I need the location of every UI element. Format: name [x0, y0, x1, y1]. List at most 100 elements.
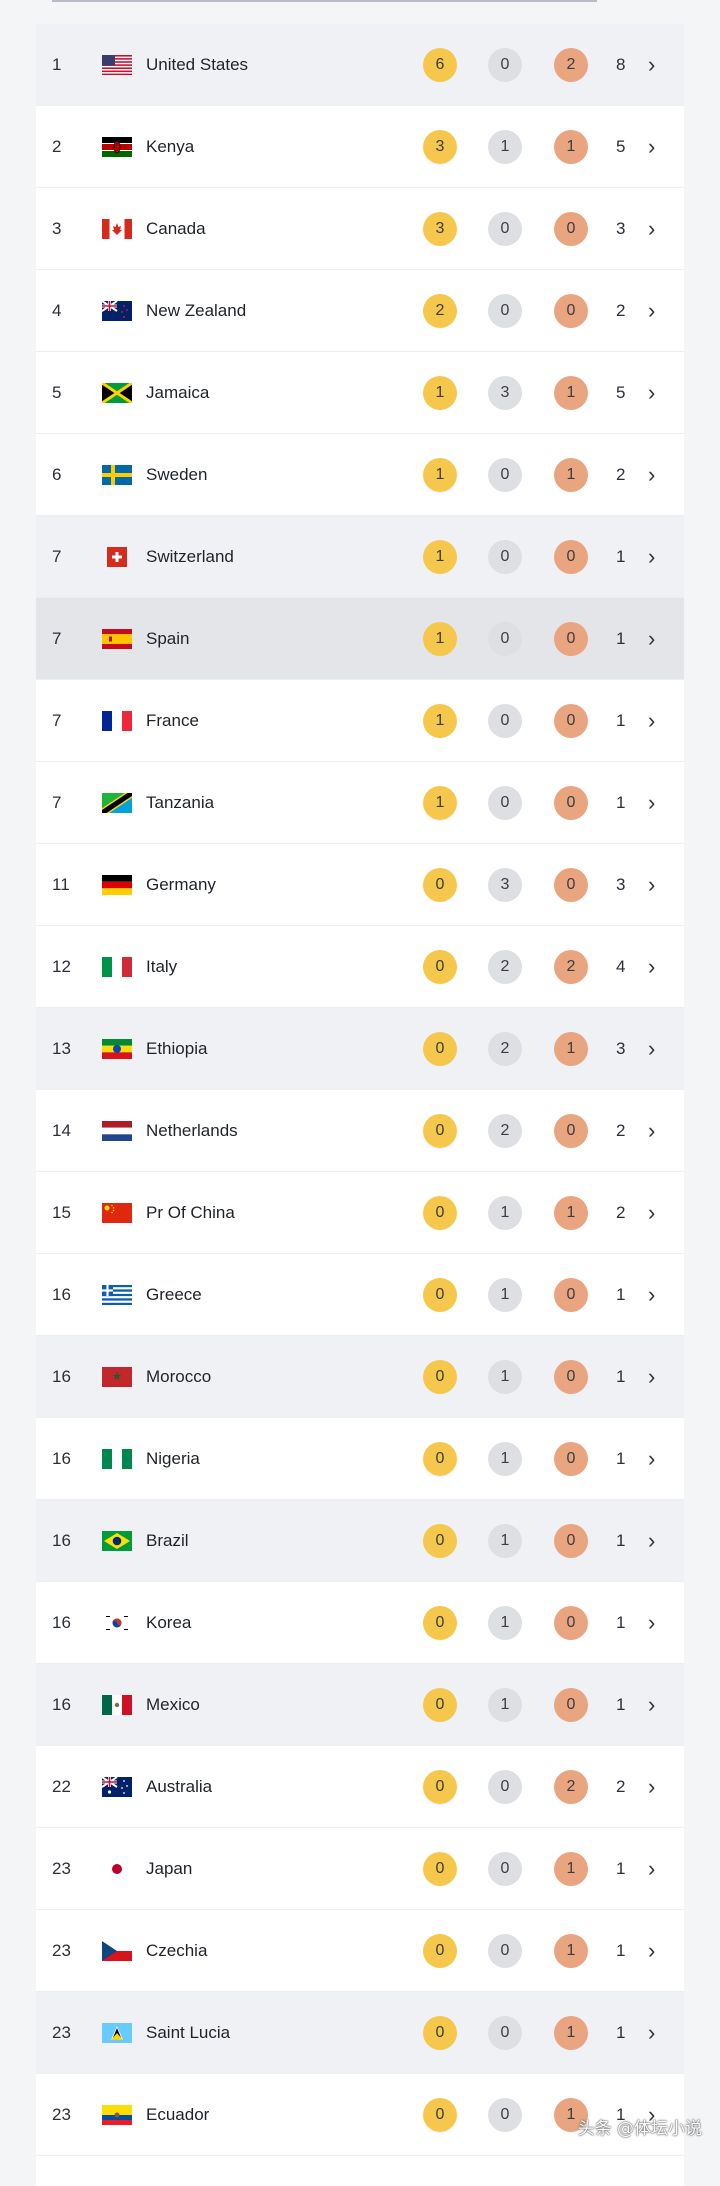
china-flag-icon [102, 1202, 132, 1223]
total-medal-count: 1 [616, 1612, 626, 1632]
country-name: Germany [146, 874, 216, 894]
silver-medal-count: 0 [488, 1933, 522, 1968]
table-row[interactable]: 7 Switzerland 1 0 0 1 › [36, 516, 684, 598]
total-medal-count: 1 [616, 1940, 626, 1960]
chevron-right-icon[interactable]: › [648, 461, 656, 487]
chevron-right-icon[interactable]: › [648, 1691, 656, 1717]
table-row[interactable]: 6 Sweden 1 0 1 2 › [36, 434, 684, 516]
table-row[interactable]: 11 Germany 0 3 0 3 › [36, 844, 684, 926]
table-row[interactable]: 23 Japan 0 0 1 1 › [36, 1828, 684, 1910]
table-row[interactable]: 16 Morocco 0 1 0 1 › [36, 1336, 684, 1418]
chevron-right-icon[interactable]: › [648, 871, 656, 897]
table-row[interactable]: 16 Greece 0 1 0 1 › [36, 1254, 684, 1336]
silver-medal-count: 0 [488, 2015, 522, 2050]
table-row[interactable]: 1 United States 6 0 2 8 › [36, 24, 684, 106]
ethiopia-flag-icon [102, 1038, 132, 1059]
table-row[interactable]: 14 Netherlands 0 2 0 2 › [36, 1090, 684, 1172]
rank-label: 23 [52, 2104, 71, 2124]
table-row[interactable]: 22 Australia 0 0 2 2 › [36, 1746, 684, 1828]
chevron-right-icon[interactable]: › [648, 297, 656, 323]
chevron-right-icon[interactable]: › [648, 1773, 656, 1799]
czechia-flag-icon [102, 1940, 132, 1961]
total-medal-count: 1 [616, 2104, 626, 2124]
spain-flag-icon [102, 628, 132, 649]
table-row[interactable]: 16 Mexico 0 1 0 1 › [36, 1664, 684, 1746]
country-name: Jamaica [146, 382, 210, 402]
gold-medal-count: 0 [423, 1687, 457, 1722]
country-name: Brazil [146, 1530, 189, 1550]
table-row[interactable]: 7 Tanzania 1 0 0 1 › [36, 762, 684, 844]
bronze-medal-count: 0 [554, 1441, 588, 1476]
table-row[interactable]: 23 Czechia 0 0 1 1 › [36, 1910, 684, 1992]
rank-label: 16 [52, 1284, 71, 1304]
chevron-right-icon[interactable]: › [648, 215, 656, 241]
total-medal-count: 1 [616, 1858, 626, 1878]
table-row[interactable]: 16 Brazil 0 1 0 1 › [36, 1500, 684, 1582]
chevron-right-icon[interactable]: › [648, 1609, 656, 1635]
japan-flag-icon [102, 1858, 132, 1879]
table-row[interactable]: 15 Pr Of China 0 1 1 2 › [36, 1172, 684, 1254]
table-row[interactable]: 4 New Zealand 2 0 0 2 › [36, 270, 684, 352]
gold-medal-count: 0 [423, 1113, 457, 1148]
chevron-right-icon[interactable]: › [648, 1527, 656, 1553]
country-name: Tanzania [146, 792, 215, 812]
chevron-right-icon[interactable]: › [648, 1937, 656, 1963]
gold-medal-count: 0 [423, 1195, 457, 1230]
saint-lucia-flag-icon [102, 2022, 132, 2043]
chevron-right-icon[interactable]: › [648, 1281, 656, 1307]
gold-medal-count: 1 [423, 785, 457, 820]
table-row[interactable]: 3 Canada 3 0 0 3 › [36, 188, 684, 270]
table-row[interactable]: 23 Saint Lucia 0 0 1 1 › [36, 1992, 684, 2074]
table-row[interactable]: 23 Ecuador 0 0 1 1 › [36, 2074, 684, 2156]
bronze-medal-count: 1 [554, 1031, 588, 1066]
bronze-medal-count: 1 [554, 375, 588, 410]
table-row[interactable]: 5 Jamaica 1 3 1 5 › [36, 352, 684, 434]
chevron-right-icon[interactable]: › [648, 379, 656, 405]
silver-medal-count: 1 [488, 1277, 522, 1312]
gold-medal-count: 0 [423, 1933, 457, 1968]
silver-medal-count: 0 [488, 1851, 522, 1886]
chevron-right-icon[interactable]: › [648, 1445, 656, 1471]
chevron-right-icon[interactable]: › [648, 1199, 656, 1225]
jamaica-flag-icon [102, 382, 132, 403]
gold-medal-count: 3 [423, 211, 457, 246]
gold-medal-count: 0 [423, 1605, 457, 1640]
table-row-partial [36, 2156, 684, 2186]
table-row[interactable]: 12 Italy 0 2 2 4 › [36, 926, 684, 1008]
bronze-medal-count: 1 [554, 2015, 588, 2050]
chevron-right-icon[interactable]: › [648, 1855, 656, 1881]
total-medal-count: 2 [616, 1202, 626, 1222]
chevron-right-icon[interactable]: › [648, 2101, 656, 2127]
chevron-right-icon[interactable]: › [648, 953, 656, 979]
country-name: Kenya [146, 136, 195, 156]
table-row[interactable]: 13 Ethiopia 0 2 1 3 › [36, 1008, 684, 1090]
silver-medal-count: 2 [488, 1113, 522, 1148]
table-row[interactable]: 7 Spain 1 0 0 1 › [36, 598, 684, 680]
kenya-flag-icon [102, 136, 132, 157]
table-row[interactable]: 16 Korea 0 1 0 1 › [36, 1582, 684, 1664]
silver-medal-count: 0 [488, 621, 522, 656]
gold-medal-count: 0 [423, 867, 457, 902]
chevron-right-icon[interactable]: › [648, 1117, 656, 1143]
rank-label: 23 [52, 2022, 71, 2042]
chevron-right-icon[interactable]: › [648, 2019, 656, 2045]
table-row[interactable]: 16 Nigeria 0 1 0 1 › [36, 1418, 684, 1500]
bronze-medal-count: 0 [554, 1277, 588, 1312]
chevron-right-icon[interactable]: › [648, 625, 656, 651]
rank-label: 7 [52, 710, 62, 730]
chevron-right-icon[interactable]: › [648, 51, 656, 77]
table-row[interactable]: 2 Kenya 3 1 1 5 › [36, 106, 684, 188]
rank-label: 22 [52, 1776, 71, 1796]
chevron-right-icon[interactable]: › [648, 1363, 656, 1389]
chevron-right-icon[interactable]: › [648, 789, 656, 815]
table-row[interactable]: 7 France 1 0 0 1 › [36, 680, 684, 762]
total-medal-count: 5 [616, 136, 626, 156]
chevron-right-icon[interactable]: › [648, 543, 656, 569]
chevron-right-icon[interactable]: › [648, 133, 656, 159]
total-medal-count: 1 [616, 2022, 626, 2042]
total-medal-count: 8 [616, 54, 626, 74]
country-name: France [146, 710, 199, 730]
silver-medal-count: 3 [488, 375, 522, 410]
chevron-right-icon[interactable]: › [648, 1035, 656, 1061]
chevron-right-icon[interactable]: › [648, 707, 656, 733]
